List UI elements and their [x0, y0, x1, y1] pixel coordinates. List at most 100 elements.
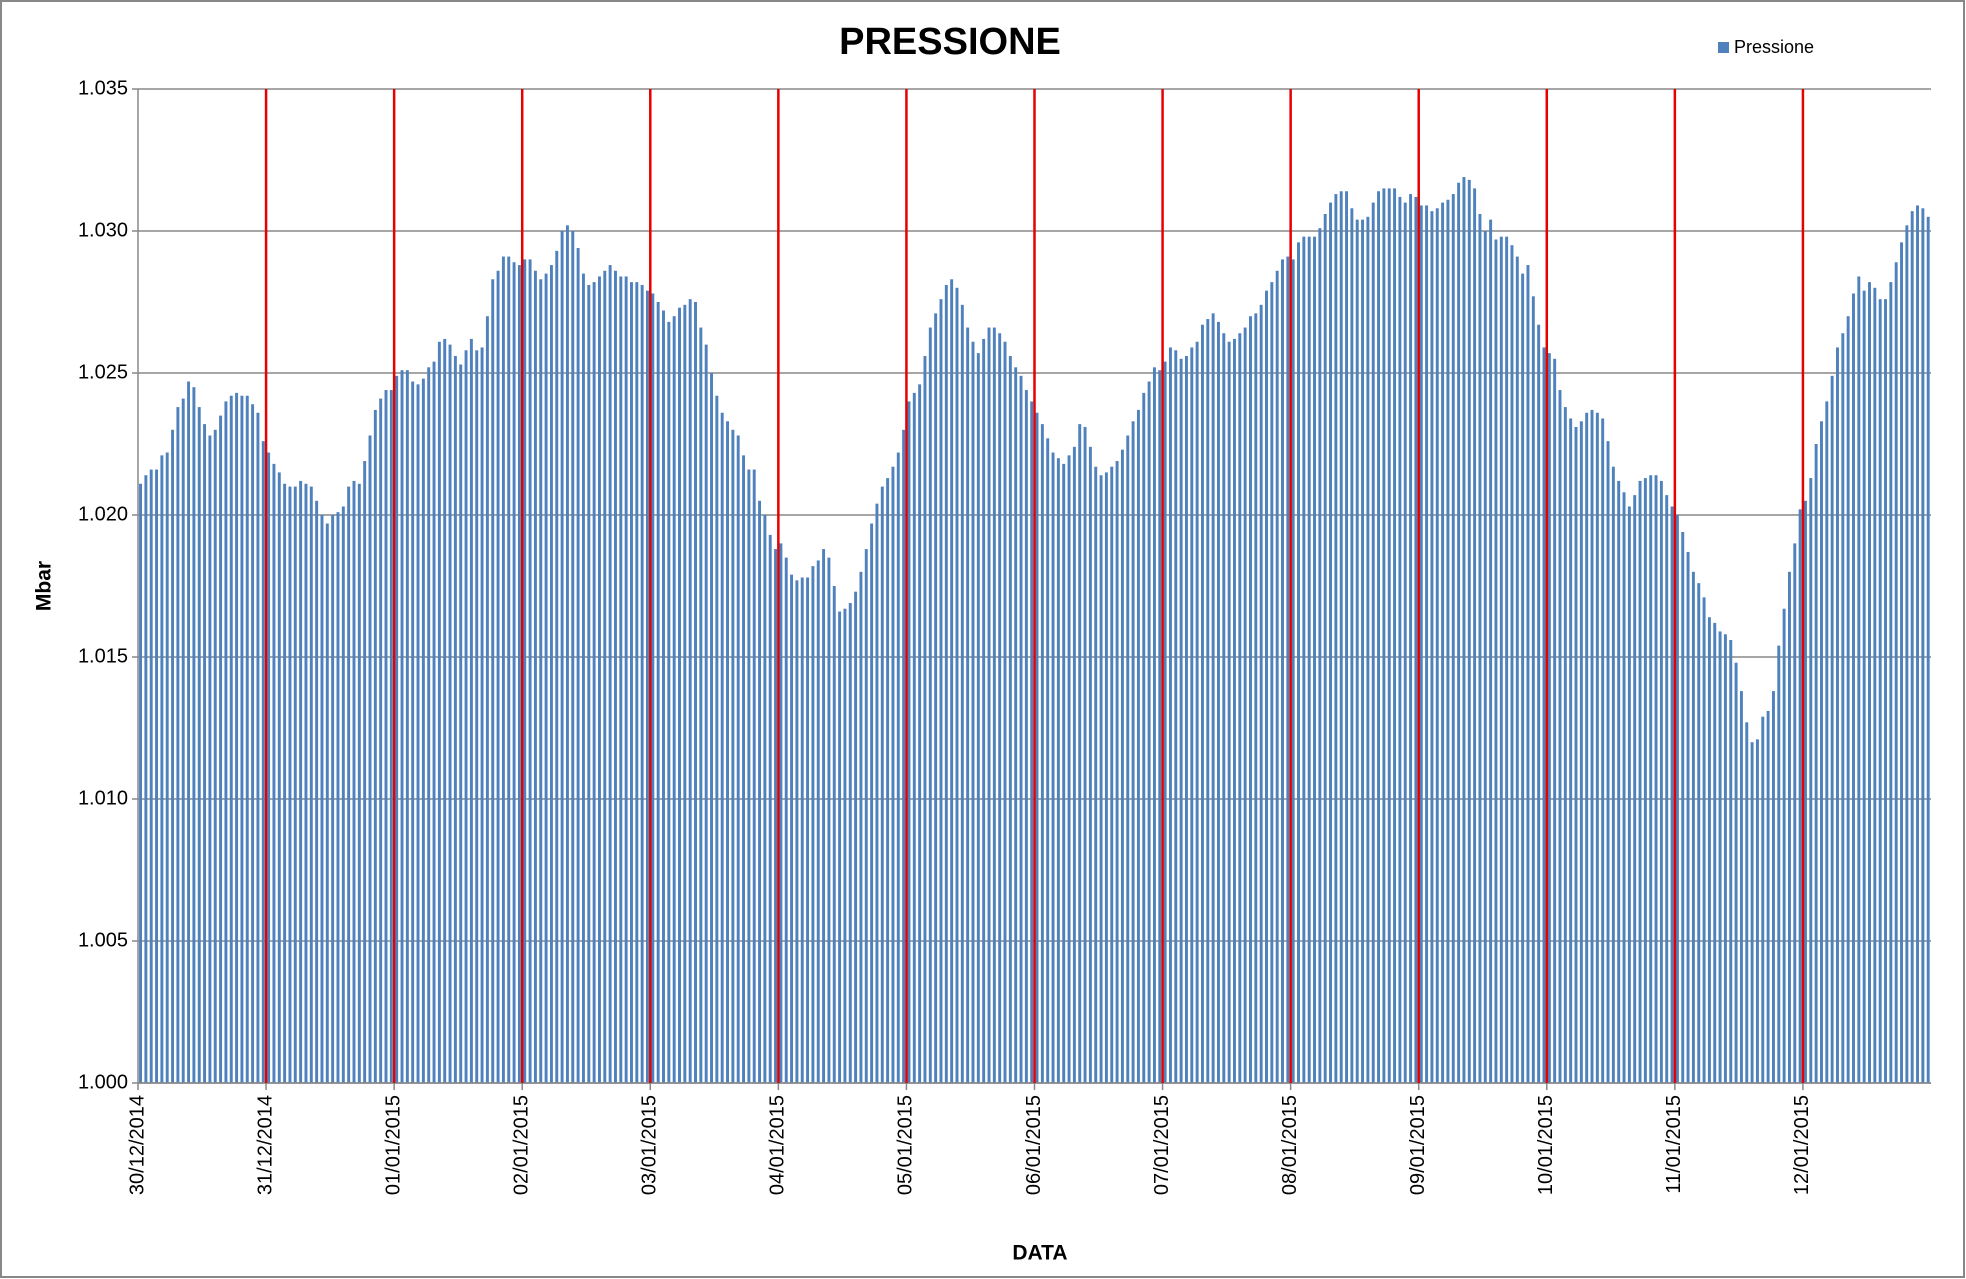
bar — [827, 557, 831, 1083]
bar — [710, 373, 713, 1083]
bar — [331, 515, 335, 1083]
bar — [1088, 446, 1092, 1084]
bar — [560, 231, 564, 1083]
bar — [160, 455, 164, 1083]
bar — [912, 392, 916, 1083]
bar — [624, 276, 628, 1083]
bar — [448, 344, 452, 1084]
bar — [565, 225, 569, 1083]
x-tick-label: 03/01/2015 — [639, 1095, 661, 1195]
bar — [811, 566, 815, 1083]
y-tick-label: 1.020 — [78, 503, 128, 525]
bar — [389, 390, 393, 1083]
bar — [1307, 236, 1311, 1083]
bar — [395, 375, 399, 1084]
bar — [245, 395, 249, 1084]
bar — [549, 265, 553, 1084]
bar — [720, 412, 724, 1083]
bar — [747, 469, 751, 1083]
bar — [523, 259, 527, 1083]
bar — [726, 421, 729, 1083]
bar — [1387, 188, 1391, 1083]
bar — [715, 395, 719, 1084]
bar — [1099, 475, 1103, 1083]
bar — [1403, 202, 1407, 1084]
bar — [1702, 597, 1706, 1083]
bar — [1275, 270, 1279, 1083]
bar — [742, 455, 746, 1083]
bar — [1734, 662, 1738, 1083]
bar — [1281, 259, 1284, 1083]
bar — [1665, 495, 1669, 1083]
bar — [907, 401, 911, 1083]
bar — [630, 282, 633, 1083]
bar — [251, 404, 255, 1083]
bar — [1916, 205, 1919, 1083]
bar — [1382, 188, 1386, 1083]
bar — [299, 480, 303, 1083]
bar — [555, 250, 559, 1083]
bar — [1825, 401, 1829, 1083]
bar — [998, 333, 1002, 1083]
bar — [203, 424, 207, 1083]
bar — [1259, 304, 1263, 1084]
bar — [1515, 256, 1519, 1083]
bar — [293, 486, 297, 1084]
bar — [992, 327, 996, 1083]
bar — [1371, 202, 1375, 1084]
bar — [902, 429, 906, 1083]
bar — [688, 299, 692, 1083]
bar — [1878, 299, 1882, 1083]
bar — [1083, 426, 1087, 1084]
bar — [1675, 515, 1679, 1083]
bar — [1553, 358, 1557, 1083]
bar — [1206, 319, 1210, 1083]
bar — [758, 500, 762, 1083]
bar — [678, 307, 681, 1083]
bar — [320, 515, 324, 1083]
bar — [848, 603, 852, 1083]
bar — [752, 469, 756, 1083]
bar — [384, 390, 388, 1083]
bar — [1900, 242, 1903, 1084]
bar — [982, 338, 986, 1083]
bar — [1505, 236, 1509, 1083]
bar — [1329, 202, 1332, 1084]
bar — [352, 480, 356, 1083]
bar — [987, 327, 991, 1083]
bar — [1078, 424, 1082, 1083]
bar — [971, 341, 975, 1083]
bar — [896, 452, 900, 1083]
bar — [1547, 353, 1551, 1083]
bar — [533, 270, 537, 1083]
bar — [208, 435, 212, 1084]
bar — [731, 429, 735, 1083]
bar — [1601, 418, 1605, 1083]
bar — [1441, 202, 1445, 1084]
x-tick-label: 01/01/2015 — [382, 1095, 404, 1195]
bar — [640, 284, 644, 1084]
x-tick-label: 02/01/2015 — [510, 1095, 532, 1195]
bar — [603, 270, 607, 1083]
bar — [1286, 256, 1290, 1083]
bar — [1393, 188, 1397, 1083]
bar — [1585, 412, 1589, 1083]
bar — [928, 327, 932, 1083]
bar — [1771, 691, 1775, 1083]
bar — [235, 392, 239, 1083]
bar — [1803, 500, 1807, 1083]
bar — [1152, 367, 1156, 1083]
bar — [149, 469, 153, 1083]
bar — [411, 381, 415, 1083]
bar — [806, 577, 810, 1083]
bar — [1617, 480, 1621, 1083]
bar — [1857, 276, 1861, 1083]
bar — [1313, 236, 1316, 1083]
bar — [619, 276, 623, 1083]
y-tick-label: 1.005 — [78, 929, 128, 951]
bar — [651, 293, 655, 1084]
bar — [176, 407, 180, 1084]
bar — [822, 549, 826, 1083]
bar — [501, 256, 505, 1083]
bar — [1563, 407, 1567, 1084]
